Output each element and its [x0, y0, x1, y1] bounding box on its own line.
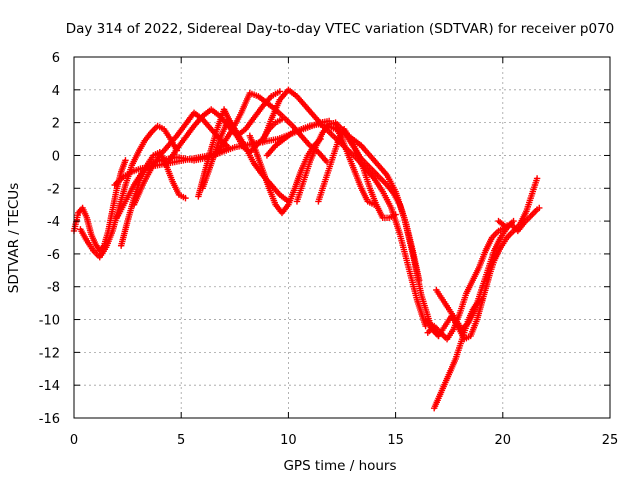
series-track-15 — [315, 126, 399, 222]
y-tick-label: -16 — [39, 412, 60, 427]
x-axis-title: GPS time / hours — [283, 458, 396, 474]
data-point — [392, 211, 399, 218]
plot-frame — [73, 56, 611, 419]
axis-ticks: 0 5 10 15 20 25 -16 -14 -12 -10 -8 -6 -4 -2 0 2 4 6 — [39, 51, 619, 448]
series-track-14 — [293, 119, 423, 284]
y-tick-label: 6 — [52, 51, 60, 66]
y-tick-label: -10 — [39, 314, 60, 329]
y-tick-label: 0 — [52, 149, 60, 164]
data-point — [225, 144, 232, 151]
chart-title: Day 314 of 2022, Sidereal Day-to-day VTE… — [66, 21, 615, 37]
data-point — [415, 276, 423, 284]
data-point — [370, 201, 378, 208]
plot-grid — [74, 57, 610, 418]
x-tick-label: 10 — [280, 433, 297, 448]
series-track-16 — [332, 122, 378, 208]
series-track-21 — [495, 204, 543, 235]
data-point — [536, 204, 543, 212]
y-tick-label: -8 — [47, 281, 60, 296]
y-tick-label: 2 — [52, 117, 60, 132]
data-point — [182, 194, 189, 202]
series-track-9 — [212, 89, 331, 166]
y-tick-label: -4 — [47, 215, 60, 230]
y-axis-title: SDTVAR / TECUs — [6, 183, 22, 293]
x-tick-label: 15 — [387, 433, 404, 448]
series-track-18 — [430, 296, 485, 412]
y-tick-label: -12 — [39, 346, 60, 361]
y-tick-label: -6 — [47, 248, 60, 263]
x-tick-label: 25 — [602, 433, 619, 448]
series-track-22 — [491, 175, 541, 264]
series-track-2 — [77, 122, 181, 261]
y-tick-label: -2 — [47, 182, 60, 197]
data-markers — [70, 86, 543, 412]
data-point — [122, 157, 129, 164]
series-track-7 — [165, 88, 284, 166]
y-tick-label: -14 — [39, 379, 60, 394]
y-tick-label: 4 — [52, 84, 60, 99]
data-point — [533, 175, 541, 182]
series-track-20 — [422, 250, 500, 343]
x-tick-label: 5 — [177, 433, 185, 448]
x-tick-label: 0 — [70, 433, 78, 448]
data-point — [276, 88, 284, 95]
x-tick-label: 20 — [495, 433, 512, 448]
